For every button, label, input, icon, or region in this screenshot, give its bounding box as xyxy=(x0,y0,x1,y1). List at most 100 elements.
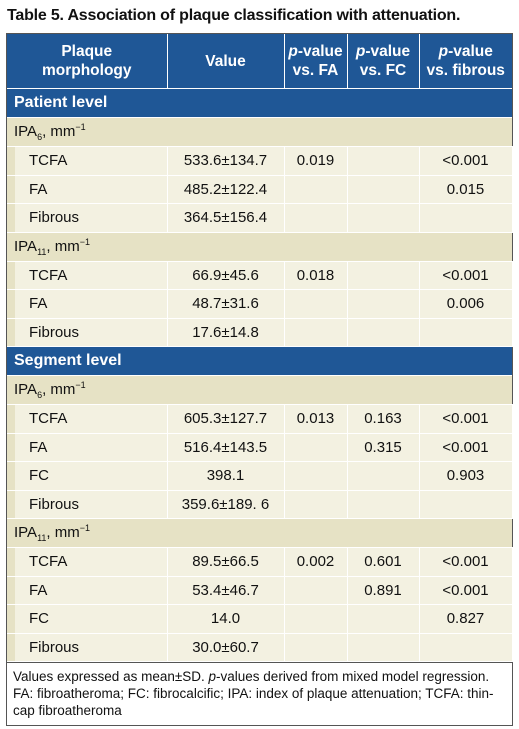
label-sup: −1 xyxy=(79,523,91,533)
row-label-cell: Fibrous xyxy=(7,489,168,519)
row-label: FA xyxy=(15,576,167,604)
section-row: Patient level xyxy=(7,88,512,118)
header-cell: p-value vs. FA xyxy=(283,34,347,89)
cell: 364.5±156.4 xyxy=(166,203,285,233)
label-base: IPA xyxy=(14,381,38,398)
cell xyxy=(283,317,348,347)
row-label: TCFA xyxy=(15,548,167,576)
table-frame: Plaque morphology Value p-value vs. FA p-valu… xyxy=(6,33,513,726)
cell xyxy=(346,489,420,519)
cell xyxy=(346,260,420,290)
data-row: FC 398.1 0.903 xyxy=(7,461,513,491)
label-base: IPA xyxy=(14,237,38,255)
footnote-text: Values expressed as mean±SD. xyxy=(13,669,209,684)
cell xyxy=(418,632,513,662)
cell: 0.019 xyxy=(283,146,348,176)
group-label: IPA11, mm−1 xyxy=(7,231,512,261)
cell: 359.6±189. 6 xyxy=(166,489,285,519)
cell xyxy=(346,174,420,204)
data-row: TCFA 66.9±45.6 0.018 <0.001 xyxy=(7,260,513,290)
cell: <0.001 xyxy=(418,260,513,290)
header-text: Plaque xyxy=(61,43,113,60)
row-label-cell: TCFA xyxy=(7,547,168,577)
header-text: vs. fibrous xyxy=(426,62,505,79)
cell: <0.001 xyxy=(418,575,513,605)
data-row: FA 53.4±46.7 0.891 <0.001 xyxy=(7,575,513,605)
section-row: Segment level xyxy=(7,346,512,376)
row-label: FC xyxy=(15,462,167,490)
data-row: FA 516.4±143.5 0.315 <0.001 xyxy=(7,432,513,462)
group-row: IPA11, mm−1 xyxy=(7,518,512,548)
label-unit: , mm xyxy=(46,237,80,255)
row-label-cell: FC xyxy=(7,461,168,491)
row-label-cell: FA xyxy=(7,432,168,462)
section-label: Patient level xyxy=(7,88,512,118)
label-unit: , mm xyxy=(46,524,80,541)
data-row: Fibrous 359.6±189. 6 xyxy=(7,489,513,519)
cell: 53.4±46.7 xyxy=(166,575,285,605)
cell: 0.315 xyxy=(346,432,420,462)
label-base: IPA xyxy=(14,524,38,541)
footnote: Values expressed as mean±SD. p-values de… xyxy=(7,662,512,725)
cell: 0.163 xyxy=(346,404,420,434)
header-cell: p-value vs. FC xyxy=(346,34,419,89)
cell xyxy=(346,146,420,176)
row-label: TCFA xyxy=(15,261,167,289)
table: Plaque morphology Value p-value vs. FA p-valu… xyxy=(7,34,513,662)
group-row: IPA6, mm−1 xyxy=(7,117,512,147)
cell xyxy=(346,203,420,233)
cell: 516.4±143.5 xyxy=(166,432,285,462)
cell xyxy=(283,174,348,204)
row-label: Fibrous xyxy=(15,318,167,346)
cell: 89.5±66.5 xyxy=(166,547,285,577)
row-label-cell: FA xyxy=(7,289,168,319)
cell xyxy=(418,489,513,519)
row-label: FA xyxy=(15,433,167,461)
cell: 48.7±31.6 xyxy=(166,289,285,319)
label-unit: , mm xyxy=(42,381,76,398)
row-label-cell: FC xyxy=(7,604,168,634)
label-unit: , mm xyxy=(42,123,76,140)
header-row: Plaque morphology Value p-value vs. FA p-valu… xyxy=(7,34,512,89)
row-label-cell: FA xyxy=(7,174,168,204)
cell xyxy=(283,203,348,233)
row-label-cell: TCFA xyxy=(7,404,168,434)
cell xyxy=(283,489,348,519)
data-row: Fibrous 17.6±14.8 xyxy=(7,317,513,347)
cell: 0.002 xyxy=(283,547,348,577)
cell: 66.9±45.6 xyxy=(166,260,285,290)
cell xyxy=(346,604,420,634)
cell xyxy=(283,575,348,605)
label-sup: −1 xyxy=(79,236,91,247)
label-base: IPA xyxy=(14,123,38,140)
label-sup: −1 xyxy=(75,122,86,132)
cell: 605.3±127.7 xyxy=(166,404,285,434)
cell xyxy=(346,317,420,347)
cell: 17.6±14.8 xyxy=(166,317,285,347)
cell: 0.601 xyxy=(346,547,420,577)
cell: 398.1 xyxy=(166,461,285,491)
cell xyxy=(283,289,348,319)
row-label: Fibrous xyxy=(15,490,167,518)
header-cell: p-value vs. fibrous xyxy=(418,34,512,89)
cell: 30.0±60.7 xyxy=(166,632,285,662)
cell xyxy=(283,432,348,462)
header-text: vs. FC xyxy=(359,62,407,79)
cell: <0.001 xyxy=(418,432,513,462)
cell: <0.001 xyxy=(418,547,513,577)
row-label-cell: Fibrous xyxy=(7,632,168,662)
data-row: TCFA 605.3±127.7 0.013 0.163 <0.001 xyxy=(7,404,513,434)
group-label: IPA6, mm−1 xyxy=(7,117,512,147)
group-label: IPA11, mm−1 xyxy=(7,518,512,548)
data-row: FA 48.7±31.6 0.006 xyxy=(7,289,513,319)
label-sub: 6 xyxy=(37,390,43,400)
cell: 0.827 xyxy=(418,604,513,634)
data-row: TCFA 89.5±66.5 0.002 0.601 <0.001 xyxy=(7,547,513,577)
header-text: -value xyxy=(297,43,343,60)
row-label: FA xyxy=(15,290,167,318)
cell xyxy=(283,461,348,491)
section-label: Segment level xyxy=(7,346,512,376)
cell xyxy=(418,317,513,347)
row-label-cell: TCFA xyxy=(7,260,168,290)
